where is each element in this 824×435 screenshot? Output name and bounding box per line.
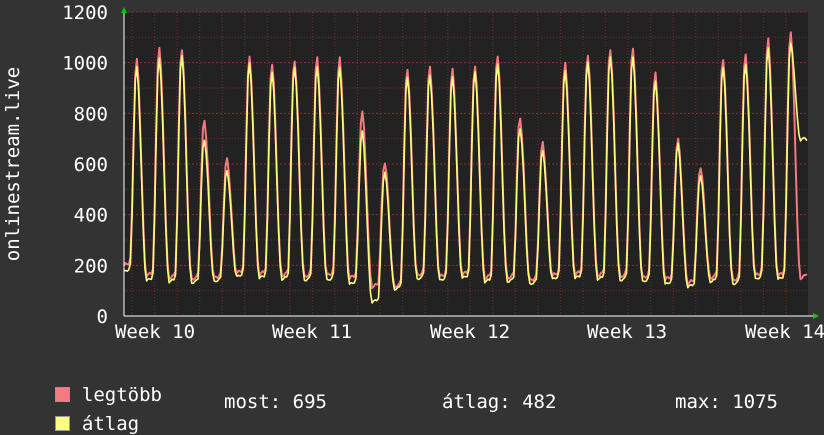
x-axis-ticks: Week 10 Week 11 Week 12 Week 13 Week 14 (115, 321, 824, 343)
y-axis-label: onlinestream.live (2, 67, 24, 261)
legend-avg-swatch (54, 416, 70, 431)
y-tick-label: 1200 (62, 2, 108, 24)
stat-now: most: 695 (224, 391, 327, 413)
axes (121, 7, 819, 319)
x-tick-label: Week 10 (115, 321, 195, 343)
y-tick-label: 0 (97, 306, 108, 328)
series-lines (123, 31, 808, 304)
y-axis-ticks: 0 200 400 600 800 1000 1200 (62, 2, 108, 328)
stat-avg: átlag: 482 (442, 391, 557, 413)
stat-max: max: 1075 (675, 391, 778, 413)
grid (124, 11, 808, 317)
y-tick-label: 600 (74, 154, 108, 176)
x-axis-arrow-icon (813, 313, 819, 319)
y-tick-label: 800 (74, 103, 108, 125)
y-tick-label: 200 (74, 255, 108, 277)
legend-max: legtöbb (32, 362, 162, 406)
legend-max-swatch (54, 387, 70, 402)
x-tick-label: Week 12 (430, 321, 510, 343)
legend-max-label: legtöbb (81, 384, 162, 406)
series-line-avg (123, 42, 808, 304)
x-tick-label: Week 14 (745, 321, 824, 343)
series-line-max (123, 31, 808, 290)
x-tick-label: Week 13 (587, 321, 667, 343)
y-tick-label: 400 (74, 205, 108, 227)
legend-avg: átlag (32, 391, 139, 435)
x-tick-label: Week 11 (272, 321, 352, 343)
y-axis-arrow-icon (121, 7, 127, 13)
legend-avg-label: átlag (81, 413, 140, 435)
y-tick-label: 1000 (62, 53, 108, 75)
